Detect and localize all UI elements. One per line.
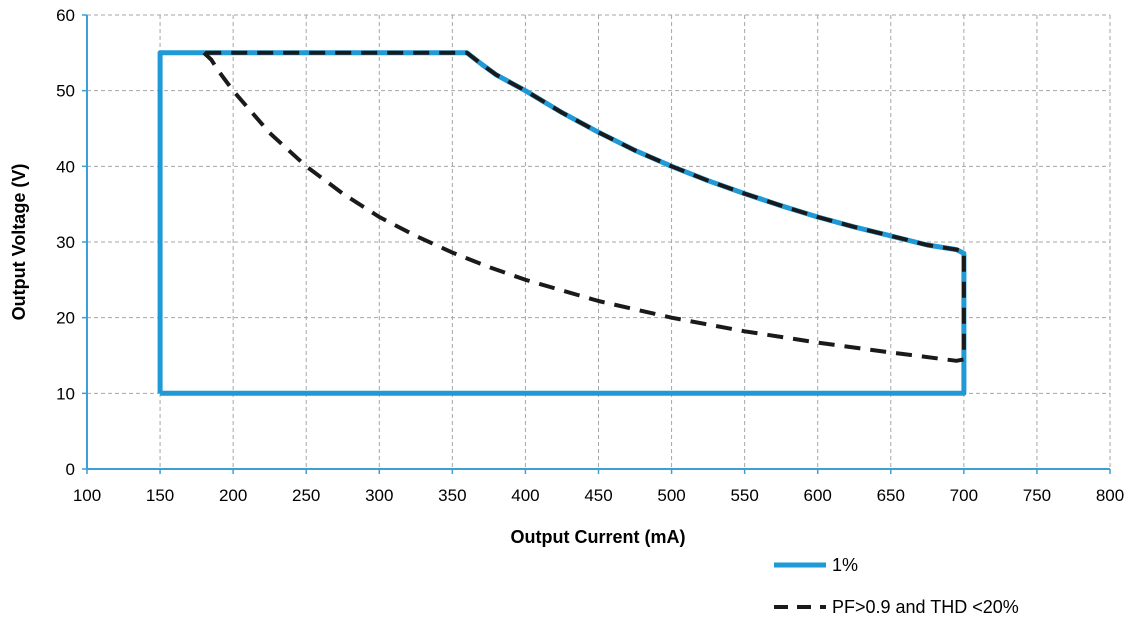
x-tick-label: 200 [219, 486, 247, 505]
grid [87, 14, 1111, 469]
series-lines [157, 50, 967, 396]
x-tick-label: 550 [730, 486, 758, 505]
y-tick-label: 0 [66, 460, 75, 479]
tick-labels: 100 150 200 250 300 350 400 450 500 550 600 650 700 7… [56, 6, 1124, 505]
axes [82, 14, 1111, 474]
x-tick-label: 650 [877, 486, 905, 505]
y-tick-label: 10 [56, 384, 75, 403]
x-tick-label: 300 [365, 486, 393, 505]
x-tick-label: 400 [511, 486, 539, 505]
y-axis-title: Output Voltage (V) [9, 164, 29, 321]
x-tick-label: 250 [292, 486, 320, 505]
legend-label-1: PF>0.9 and THD <20% [832, 597, 1019, 617]
x-tick-label: 700 [950, 486, 978, 505]
series-line-1 [202, 50, 966, 363]
y-tick-label: 30 [56, 233, 75, 252]
y-tick-label: 60 [56, 6, 75, 25]
x-tick-label: 350 [438, 486, 466, 505]
x-tick-label: 600 [804, 486, 832, 505]
legend-label-0: 1% [832, 555, 858, 575]
x-tick-label: 100 [73, 486, 101, 505]
x-tick-label: 450 [584, 486, 612, 505]
x-tick-label: 750 [1023, 486, 1051, 505]
x-tick-label: 500 [657, 486, 685, 505]
legend: 1% PF>0.9 and THD <20% [774, 555, 1019, 617]
y-tick-label: 40 [56, 157, 75, 176]
x-tick-label: 150 [146, 486, 174, 505]
y-tick-label: 50 [56, 82, 75, 101]
x-axis-title: Output Current (mA) [511, 527, 686, 547]
x-tick-label: 800 [1096, 486, 1124, 505]
y-tick-label: 20 [56, 309, 75, 328]
